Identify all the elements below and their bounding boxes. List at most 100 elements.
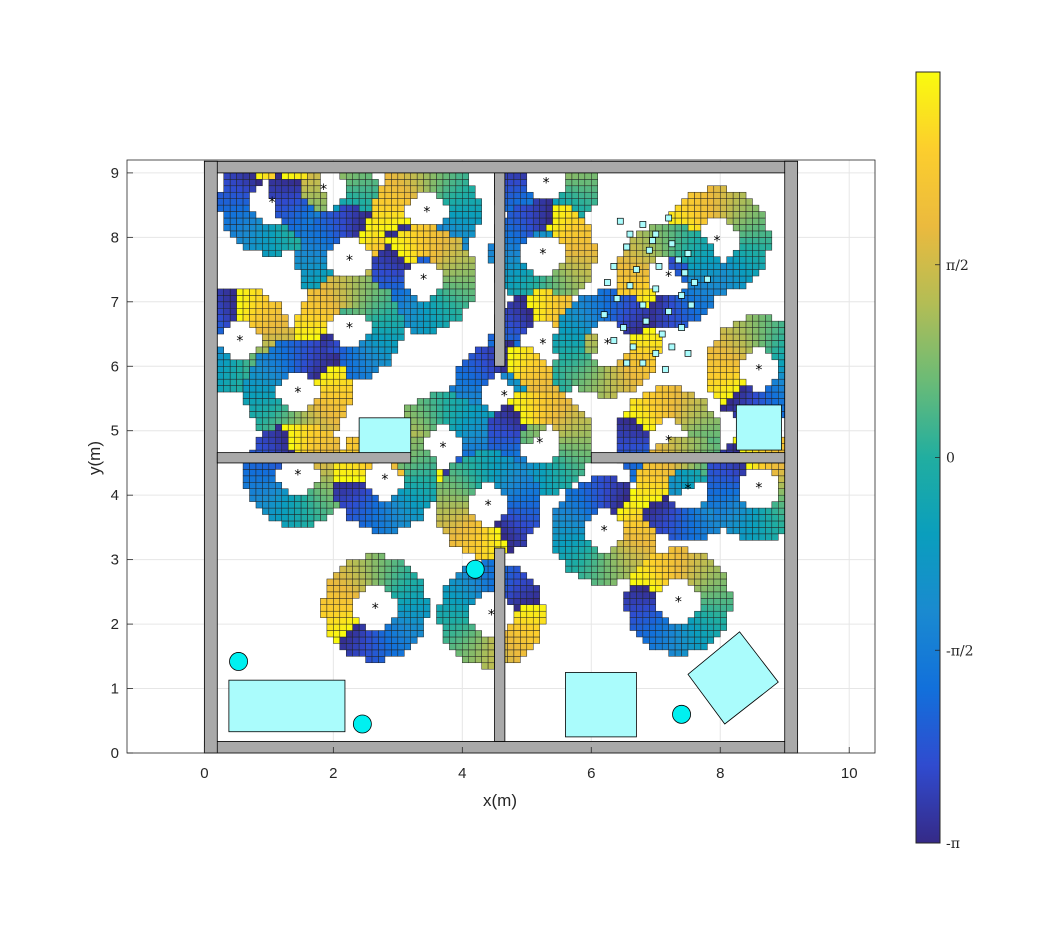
grid-cell [584,353,592,361]
grid-cell [719,211,727,219]
grid-cell [552,282,560,290]
grid-cell [275,211,283,219]
grid-cell [591,578,598,586]
grid-cell [397,288,405,296]
grid-cell [507,211,515,219]
grid-cell [339,585,347,593]
grid-cell [674,552,682,560]
grid-cell [423,172,431,180]
grid-cell [578,282,586,290]
grid-cell [449,172,457,180]
grid-cell [326,288,334,296]
grid-cell [655,623,663,631]
grid-cell [649,610,657,618]
grid-cell [487,353,495,361]
grid-cell [629,527,637,535]
grid-cell [339,617,347,625]
grid-cell [532,314,540,322]
grid-cell [681,514,689,522]
grid-cell [623,540,631,547]
grid-cell [442,630,450,638]
grid-cell [339,488,347,496]
grid-cell [552,488,560,496]
grid-cell [404,243,411,251]
grid-cell [358,514,366,522]
grid-cell [462,275,470,283]
grid-cell [578,565,586,573]
grid-cell [294,430,302,438]
grid-cell [455,204,463,212]
grid-cell [410,610,418,618]
grid-cell [287,366,295,373]
grid-cell [275,378,283,386]
grid-cell [229,172,237,180]
grid-cell [410,443,418,451]
grid-cell [687,191,695,199]
grid-cell [294,217,302,225]
grid-cell [649,572,657,580]
grid-cell [532,308,540,315]
grid-cell [410,494,418,502]
grid-cell [462,288,470,296]
grid-cell [655,559,663,567]
grid-cell [307,443,315,451]
grid-cell [578,320,586,328]
grid-cell [674,482,682,489]
grid-cell [294,424,302,431]
grid-cell [674,398,682,406]
grid-cell [300,191,308,199]
grid-cell [513,249,521,257]
grid-cell [719,391,727,399]
grid-cell [217,295,224,303]
grid-cell [462,372,470,380]
grid-cell [687,462,695,470]
grid-cell [623,462,631,470]
grid-cell [507,288,515,296]
obstacle-small-square [649,237,656,244]
grid-cell [713,482,721,489]
grid-cell [358,204,366,212]
grid-cell [378,636,386,644]
grid-cell [610,372,618,380]
grid-cell [217,204,224,212]
grid-cell [320,424,328,431]
grid-cell [436,230,444,238]
grid-cell [681,507,689,515]
grid-cell [571,179,579,187]
grid-cell [365,559,373,567]
grid-cell [333,617,341,625]
grid-cell [307,191,315,199]
grid-cell [397,604,405,612]
grid-cell [526,520,534,528]
grid-cell [539,417,547,425]
grid-cell [597,391,605,399]
grid-cell [262,295,270,303]
grid-cell [694,462,702,470]
grid-cell [242,224,250,232]
grid-cell [371,269,379,277]
grid-cell [597,488,605,496]
grid-cell [726,191,734,199]
grid-cell [707,417,715,425]
grid-cell [255,443,263,451]
grid-cell [649,308,657,315]
grid-cell [726,333,734,341]
grid-cell [378,649,386,657]
grid-cell [371,230,379,238]
grid-cell [752,520,760,528]
grid-cell [745,211,753,219]
grid-cell [539,385,547,393]
grid-cell [449,256,457,264]
grid-cell [378,211,386,219]
grid-cell [578,443,586,451]
grid-cell [378,204,386,212]
grid-cell [339,204,347,212]
grid-cell [339,172,347,180]
grid-cell [707,372,715,380]
grid-cell [745,204,753,212]
grid-cell [300,224,308,232]
grid-cell [300,353,308,361]
grid-cell [474,578,482,586]
grid-cell [681,275,689,283]
grid-cell [345,224,353,232]
